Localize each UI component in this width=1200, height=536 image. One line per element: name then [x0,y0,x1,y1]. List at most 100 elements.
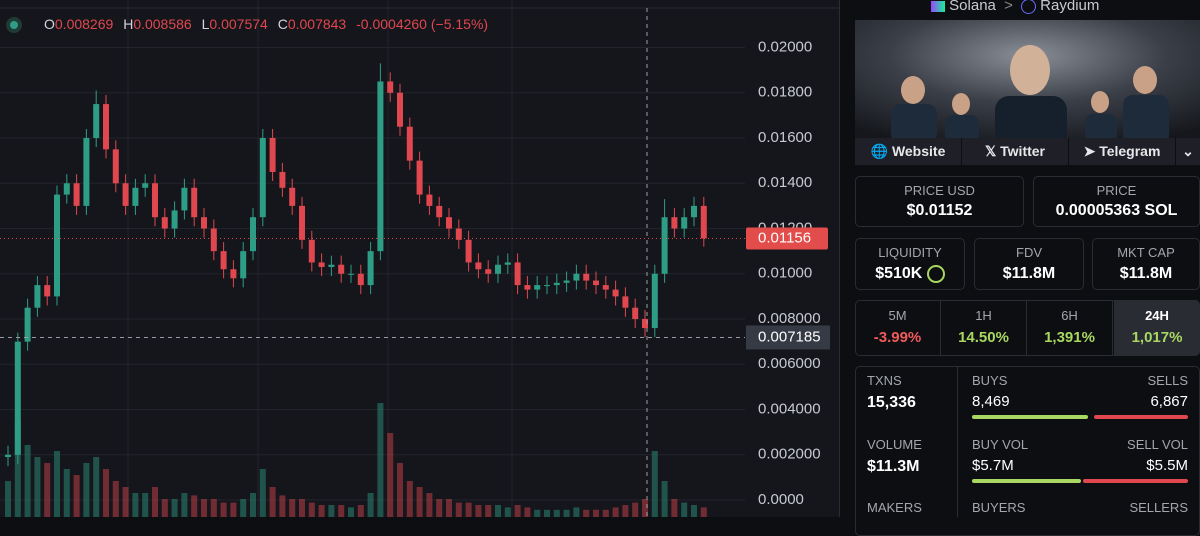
candle-body [416,160,423,195]
telegram-button[interactable]: ➤ Telegram [1069,138,1175,165]
close-value: 0.007843 [288,16,347,32]
volume-bar [259,469,266,517]
dex-name[interactable]: Raydium [1040,0,1100,14]
twitter-button[interactable]: 𝕏 Twitter [962,138,1068,165]
volume-bar [593,509,599,517]
candle-body [93,104,100,139]
volume-bar [299,499,305,517]
twitter-label: Twitter [1000,143,1046,159]
volume-bar [44,463,51,517]
sells-value: 6,867 [1150,393,1188,410]
change-value: -0.0004260 (−5.15%) [356,16,488,32]
candle-body [573,273,580,281]
candle-body [406,126,413,161]
buyers-label: BUYERS [972,500,1026,515]
chain-name[interactable]: Solana [949,0,996,14]
volume-bar [485,505,492,517]
volume-bar [63,469,70,517]
volume-bar [142,493,149,517]
website-button[interactable]: 🌐 Website [855,138,961,165]
crosshair-label: 0.007185 [758,328,821,345]
banner-figures [891,45,1169,138]
volume-bar [700,507,707,517]
status-dot [10,21,18,29]
buys-value: 8,469 [972,393,1010,410]
volume-bar [387,433,394,517]
more-links-button[interactable]: ⌄ [1176,138,1200,165]
tab-6h[interactable]: 6H 1,391% [1027,300,1113,356]
volume-bar [181,493,188,517]
buy-vol-bar [972,479,1081,483]
volume-bar [514,505,521,517]
volume-bar [83,463,90,517]
fdv-card: FDV $11.8M [974,238,1084,290]
y-tick-label: 0.02000 [758,38,812,55]
candle-body [514,262,521,286]
volume-bar [210,499,217,517]
candle-body [83,138,90,206]
high-key: H [123,16,133,32]
tab-24h[interactable]: 24H 1,017% [1114,300,1200,356]
candle-body [201,217,207,229]
fdv-value: $11.8M [1002,265,1056,282]
candle-body [642,319,648,329]
volume-bar [465,502,472,517]
volume-bar [504,507,511,517]
volume-bar [201,499,207,517]
volume-bar [495,505,501,517]
volume-bar [544,509,550,517]
candle-body [103,104,109,150]
volume-bar [377,403,384,517]
liquidity-value: $510K [856,265,964,283]
tab-5m[interactable]: 5M -3.99% [855,300,941,356]
volume-value: $11.3M [867,458,920,475]
candle-body [504,262,511,265]
candle-body [671,217,678,229]
candle-body [259,138,266,218]
volume-bar [357,505,364,517]
volume-bar [573,507,580,517]
tab-change: 14.50% [958,329,1009,346]
volume-bar [563,509,570,517]
volume-bar [93,457,100,517]
candle-body [495,264,501,274]
volume-bar [250,493,256,517]
crosshair-tag [746,325,830,350]
candle-body [152,183,158,218]
candle-body [465,239,472,263]
volume-bar [524,507,531,517]
y-tick-label: 0.01800 [758,84,812,101]
candle-body [612,289,619,297]
y-tick-label: 0.004000 [758,400,821,417]
candle-body [122,183,129,206]
sells-bar [1094,415,1188,419]
candle-body [661,217,668,274]
volume-bar [54,451,60,517]
y-tick-label: 0.002000 [758,446,821,463]
candle-body [24,307,31,342]
volume-bar [416,487,423,517]
volume-bar [622,505,629,517]
volume-bar [406,481,413,517]
candle-body [338,264,345,274]
liquidity-card: LIQUIDITY $510K [855,238,965,290]
price-usd-value: $0.01152 [906,202,973,219]
tab-1h[interactable]: 1H 14.50% [941,300,1027,356]
volume-bar [191,495,198,517]
high-value: 0.008586 [133,16,192,32]
candle-body [269,138,276,172]
candle-body [387,81,394,93]
buys-label: BUYS [972,373,1008,388]
candle-body [691,205,697,218]
last-price-label: 0.01156 [758,229,811,246]
vertical-grid [127,0,513,517]
solana-icon [931,0,945,12]
buy-vol-label: BUY VOL [972,437,1029,452]
tab-label: 1H [975,308,992,323]
volume-bar [24,445,31,517]
low-value: 0.007574 [209,16,268,32]
candle-body [583,273,590,281]
tab-change: 1,391% [1044,329,1095,346]
candle-body [210,228,217,252]
candle-body [553,282,560,286]
